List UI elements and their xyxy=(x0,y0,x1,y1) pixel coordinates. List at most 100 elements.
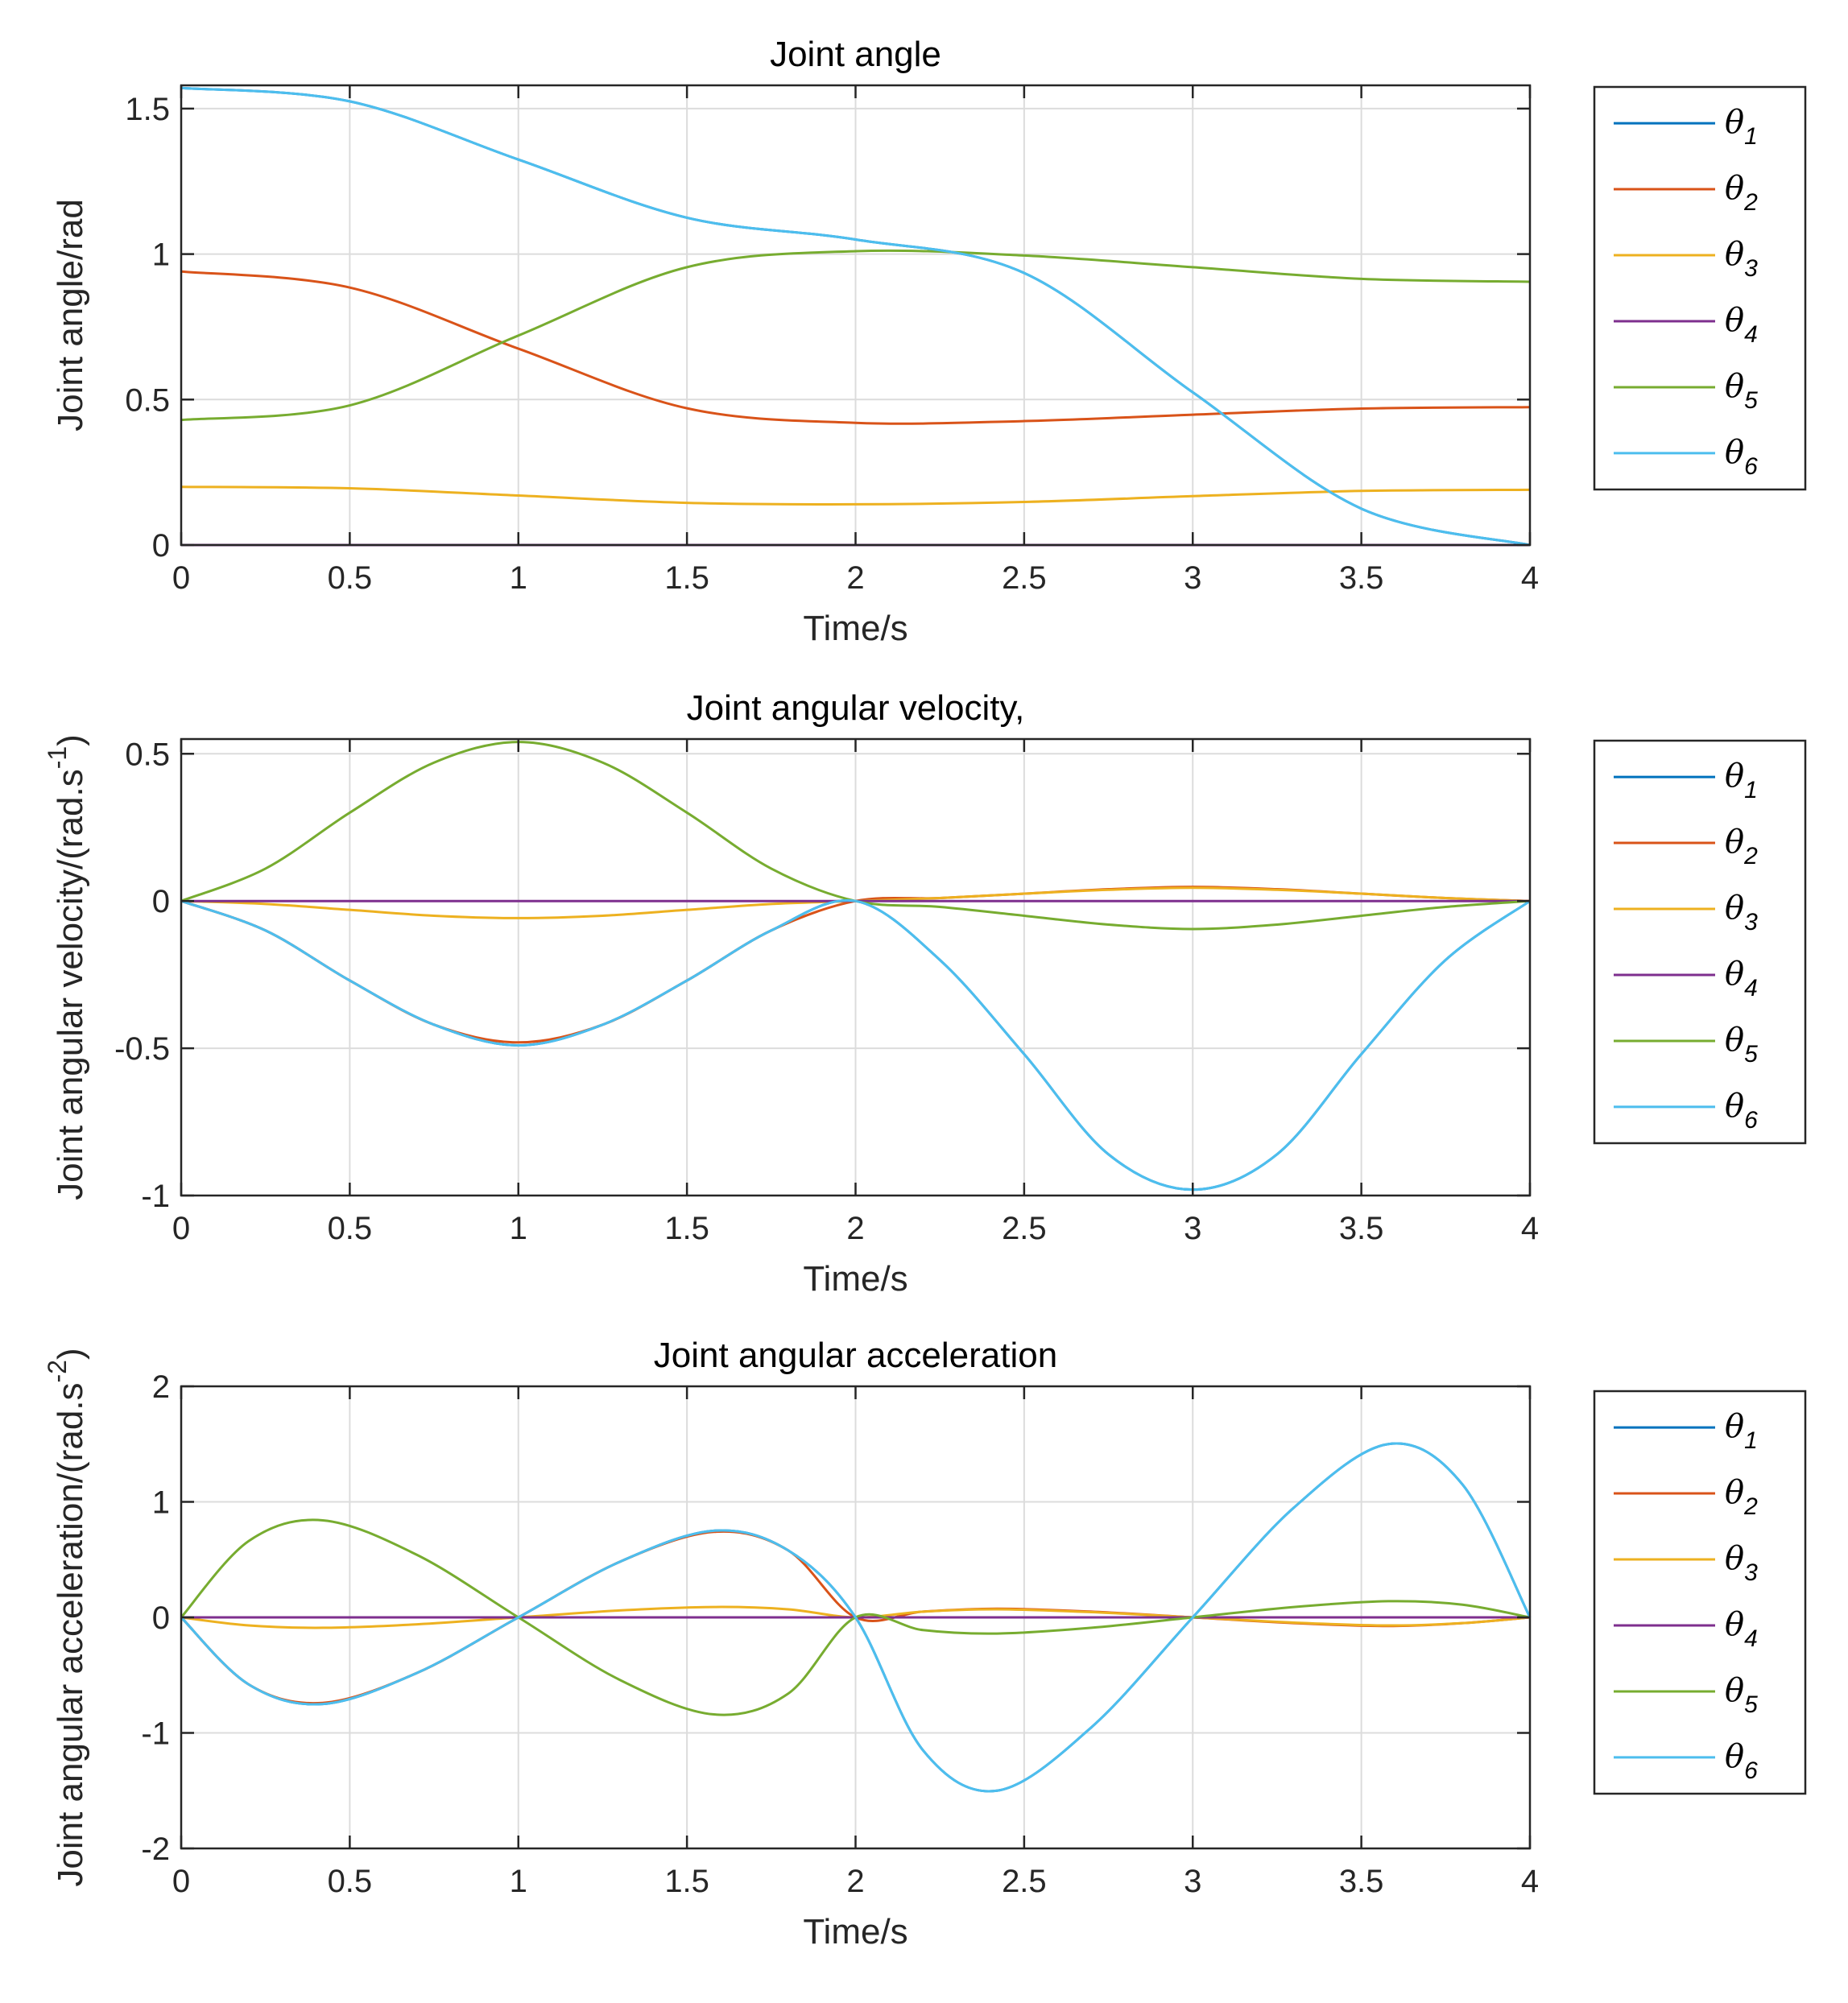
legend-label-theta4: θ4 xyxy=(1725,1606,1758,1652)
x-tick-label: 2 xyxy=(846,560,864,596)
y-tick-label: -1 xyxy=(141,1179,170,1214)
y-axis-label-main: Joint angle/rad xyxy=(51,199,90,432)
x-tick-label: 0.5 xyxy=(328,1211,373,1246)
legend-label-theta6: θ6 xyxy=(1725,1088,1758,1134)
x-tick-label: 0.5 xyxy=(328,1864,373,1899)
legend-subscript: 1 xyxy=(1744,777,1758,803)
legend-label-theta3: θ3 xyxy=(1725,236,1758,282)
legend-subscript: 2 xyxy=(1743,189,1758,216)
legend-symbol: θ xyxy=(1725,302,1744,339)
x-tick-label: 1.5 xyxy=(664,1864,709,1899)
legend-symbol: θ xyxy=(1725,368,1744,405)
series-line-theta5 xyxy=(180,249,1531,422)
y-tick-label: 0.5 xyxy=(125,737,170,772)
legend-subscript: 6 xyxy=(1744,453,1758,480)
y-axis-label-sup: -1 xyxy=(43,746,72,769)
legend-symbol: θ xyxy=(1725,170,1744,207)
legend-label-theta3: θ3 xyxy=(1725,1540,1758,1586)
series-line-theta2 xyxy=(180,270,1531,425)
y-axis-label-tail: ) xyxy=(51,1348,90,1360)
legend-subscript: 1 xyxy=(1744,1427,1758,1454)
x-tick-label: 3.5 xyxy=(1339,560,1384,596)
y-tick-label: 0 xyxy=(152,1600,170,1636)
x-tick-label: 1 xyxy=(510,1211,527,1246)
legend-symbol: θ xyxy=(1725,236,1744,273)
legend-label-theta2: θ2 xyxy=(1725,170,1758,216)
x-tick-label: 3.5 xyxy=(1339,1211,1384,1246)
x-tick-label: 3.5 xyxy=(1339,1864,1384,1899)
x-tick-label: 0 xyxy=(172,560,190,596)
legend-label-theta5: θ5 xyxy=(1725,1022,1758,1068)
y-axis-label-main: Joint angular velocity/(rad.s xyxy=(51,769,90,1200)
x-tick-label: 3 xyxy=(1184,560,1201,596)
series-line-theta6 xyxy=(180,1442,1532,1793)
chart-title: Joint angular velocity, xyxy=(687,688,1025,728)
x-tick-label: 1 xyxy=(510,560,527,596)
series-line-theta3 xyxy=(180,485,1531,506)
y-tick-label: -2 xyxy=(141,1832,170,1867)
legend-label-theta5: θ5 xyxy=(1725,368,1758,414)
chart-title: Joint angular acceleration xyxy=(654,1336,1057,1375)
legend-label-theta6: θ6 xyxy=(1725,1738,1758,1784)
legend-box xyxy=(1593,85,1807,491)
series-line-theta6 xyxy=(180,86,1531,547)
x-tick-label: 4 xyxy=(1521,1211,1539,1246)
legend-symbol: θ xyxy=(1725,758,1744,795)
legend-label-theta5: θ5 xyxy=(1725,1672,1758,1718)
legend-symbol: θ xyxy=(1725,104,1744,141)
y-tick-label: 1 xyxy=(152,237,170,273)
legend-subscript: 2 xyxy=(1743,1493,1758,1520)
chart-3: 0 0.5 1 1.5 2 2.5 3 3.5 4 -2 -1 0 1 2 Joint angular ac… xyxy=(43,1336,1807,1951)
legend-subscript: 3 xyxy=(1744,255,1758,282)
x-tick-label: 0.5 xyxy=(328,560,373,596)
y-tick-label: 0.5 xyxy=(125,382,170,418)
x-tick-label: 2.5 xyxy=(1002,1211,1047,1246)
legend-symbol: θ xyxy=(1725,890,1744,927)
y-axis-label-tail: ) xyxy=(51,734,90,746)
x-axis-label: Time/s xyxy=(803,609,907,648)
legend-label-theta4: θ4 xyxy=(1725,302,1758,348)
legend-label-theta2: θ2 xyxy=(1725,824,1758,869)
legend-label-theta3: θ3 xyxy=(1725,890,1758,935)
y-tick-label: 1.5 xyxy=(125,92,170,127)
legend-label-theta1: θ1 xyxy=(1725,758,1758,803)
y-axis-label: Joint angular velocity/(rad.s-1) xyxy=(43,734,90,1200)
x-tick-label: 2.5 xyxy=(1002,1864,1047,1899)
legend-label-theta6: θ6 xyxy=(1725,434,1758,480)
x-tick-label: 4 xyxy=(1521,1864,1539,1899)
legend-symbol: θ xyxy=(1725,1672,1744,1709)
x-axis-label: Time/s xyxy=(803,1259,907,1299)
legend-subscript: 5 xyxy=(1744,1041,1758,1068)
legend-box xyxy=(1593,739,1807,1145)
legend-symbol: θ xyxy=(1725,434,1744,471)
legend-subscript: 2 xyxy=(1743,843,1758,869)
legend-label-theta1: θ1 xyxy=(1725,1408,1758,1454)
y-tick-label: 0 xyxy=(152,528,170,564)
x-tick-label: 2 xyxy=(846,1211,864,1246)
legend-symbol: θ xyxy=(1725,1738,1744,1775)
legend-subscript: 4 xyxy=(1744,975,1758,1002)
chart-1: 0 0.5 1 1.5 2 2.5 3 3.5 4 0 0.5 1 1.5 Joint angle Time… xyxy=(51,35,1807,648)
y-axis-label: Joint angle/rad xyxy=(51,199,90,432)
legend-subscript: 1 xyxy=(1744,123,1758,150)
x-tick-label: 3 xyxy=(1184,1864,1201,1899)
legend-subscript: 6 xyxy=(1744,1757,1758,1784)
y-tick-label: 1 xyxy=(152,1485,170,1521)
x-tick-label: 2 xyxy=(846,1864,864,1899)
x-axis-label: Time/s xyxy=(803,1912,907,1951)
legend-subscript: 4 xyxy=(1744,321,1758,348)
y-axis-label-main: Joint angular acceleration/(rad.s xyxy=(51,1382,90,1886)
x-tick-label: 4 xyxy=(1521,560,1539,596)
series-line-theta5 xyxy=(180,1518,1531,1716)
legend-symbol: θ xyxy=(1725,1088,1744,1125)
x-tick-label: 2.5 xyxy=(1002,560,1047,596)
y-tick-label: -0.5 xyxy=(114,1031,170,1067)
legend-symbol: θ xyxy=(1725,1022,1744,1059)
x-tick-label: 0 xyxy=(172,1864,190,1899)
y-axis-label-sup: -2 xyxy=(43,1360,72,1382)
legend-subscript: 3 xyxy=(1744,1559,1758,1586)
x-tick-label: 1.5 xyxy=(664,1211,709,1246)
y-tick-label: -1 xyxy=(141,1716,170,1752)
